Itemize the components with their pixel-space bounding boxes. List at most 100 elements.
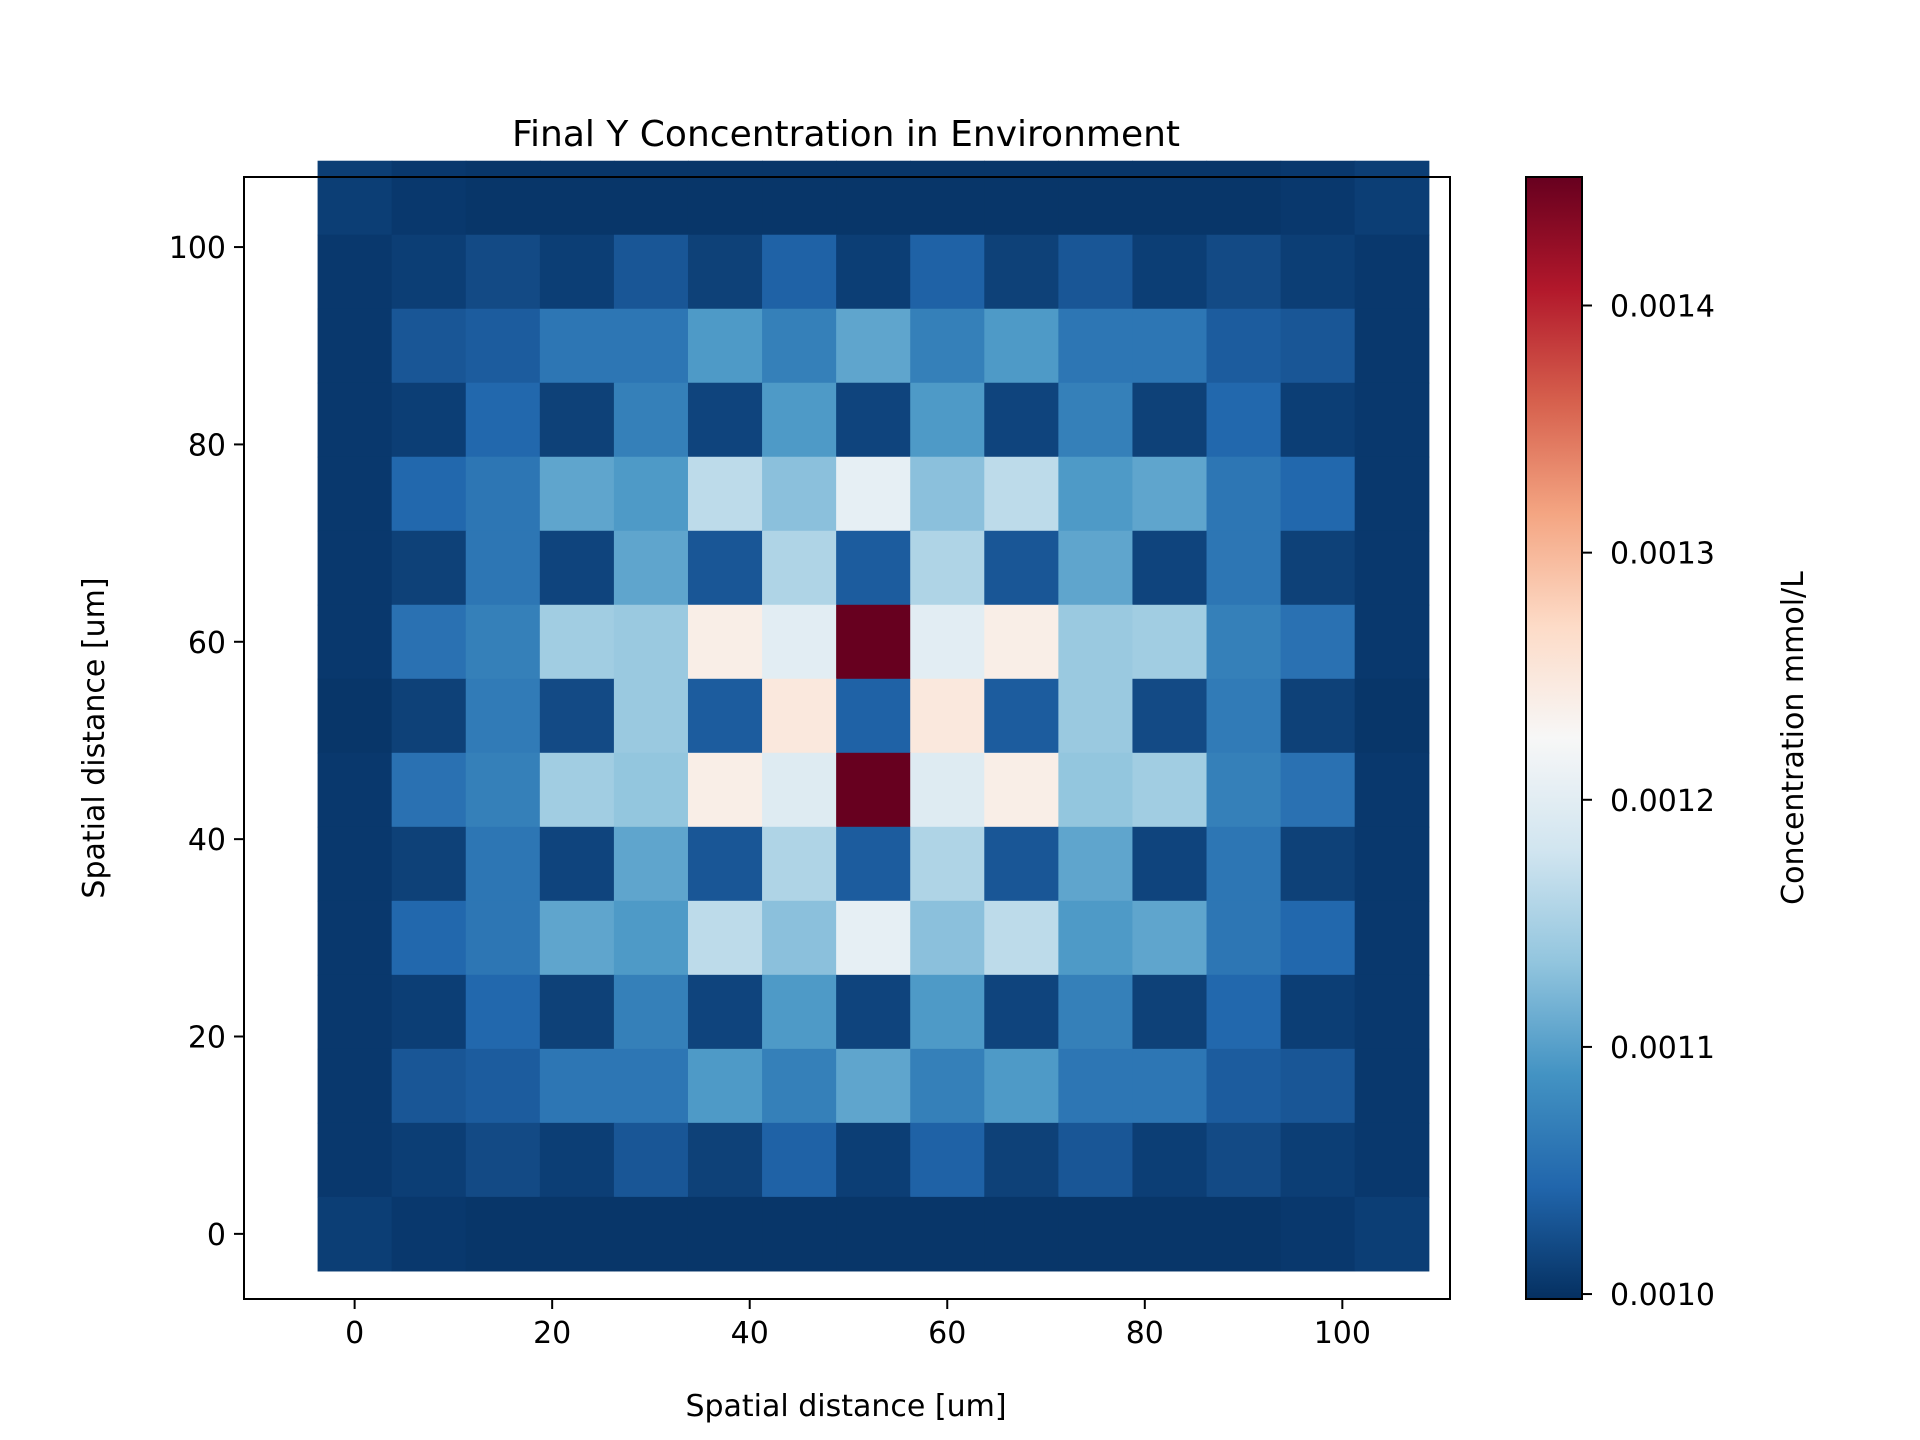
heatmap-cell [984, 604, 1059, 680]
heatmap-cell [762, 752, 837, 828]
heatmap-cell [836, 604, 911, 680]
heatmap-cell [687, 234, 763, 310]
heatmap-cell [910, 1196, 985, 1272]
heatmap-cell [613, 604, 689, 680]
heatmap-cell [1058, 456, 1134, 532]
heatmap-cell [910, 456, 985, 532]
heatmap-cell [687, 752, 763, 828]
heatmap-cell [1354, 826, 1430, 902]
heatmap-cell [391, 160, 467, 236]
heatmap-cell [391, 826, 467, 902]
heatmap-cell [465, 678, 541, 754]
heatmap-cell [687, 456, 763, 532]
heatmap-cell [465, 160, 541, 236]
heatmap-cell [1280, 456, 1356, 532]
heatmap-cell [317, 160, 393, 236]
heatmap-cell [1280, 1196, 1356, 1272]
heatmap-cell [1132, 234, 1208, 310]
heatmap-cell [687, 826, 763, 902]
heatmap-cell [391, 456, 467, 532]
heatmap-cell [687, 308, 763, 384]
heatmap-cell [539, 456, 615, 532]
heatmap-cell [1206, 160, 1282, 236]
heatmap-cell [391, 752, 467, 828]
heatmap-cell [1280, 1122, 1356, 1198]
heatmap-cell [836, 826, 911, 902]
heatmap-cell [1132, 456, 1208, 532]
heatmap-cell [984, 382, 1059, 458]
heatmap-cell [687, 604, 763, 680]
heatmap-cell [910, 752, 985, 828]
heatmap-cell [1058, 678, 1134, 754]
heatmap-cell [1206, 678, 1282, 754]
y-tick-label: 100 [169, 231, 226, 266]
heatmap-cell [465, 900, 541, 976]
heatmap-cell [391, 234, 467, 310]
heatmap-cell [836, 678, 911, 754]
heatmap-cell [317, 308, 393, 384]
heatmap-cell [465, 752, 541, 828]
heatmap-cell [1280, 1048, 1356, 1124]
heatmap-cell [1354, 234, 1430, 310]
heatmap-cell [984, 1048, 1059, 1124]
heatmap-cell [1206, 1048, 1282, 1124]
heatmap-cell [836, 530, 911, 606]
x-axis: 0 20 40 60 80 100 [345, 1299, 1371, 1351]
heatmap-cell [539, 308, 615, 384]
heatmap-cell [687, 1048, 763, 1124]
heatmap-cell [687, 974, 763, 1050]
heatmap-cell [836, 308, 911, 384]
heatmap-cell [1206, 1122, 1282, 1198]
heatmap-cell [1206, 382, 1282, 458]
heatmap-cell [1058, 752, 1134, 828]
heatmap-cell [391, 1048, 467, 1124]
heatmap-cell [391, 530, 467, 606]
heatmap-cell [762, 974, 837, 1050]
heatmap-cell [391, 604, 467, 680]
heatmap-cell [1354, 1048, 1430, 1124]
heatmap-cell [687, 1122, 763, 1198]
heatmap-cell [1132, 1048, 1208, 1124]
heatmap-cell [910, 826, 985, 902]
heatmap-cell [1280, 678, 1356, 754]
heatmap-cell [1206, 234, 1282, 310]
heatmap-cell [539, 900, 615, 976]
heatmap-cell [391, 1196, 467, 1272]
x-tick-label: 100 [1314, 1316, 1371, 1351]
heatmap-cell [1058, 382, 1134, 458]
heatmap-cell [1206, 974, 1282, 1050]
heatmap-cell [1132, 1196, 1208, 1272]
colorbar-tick-label: 0.0012 [1610, 784, 1715, 819]
heatmap-cell [317, 1122, 393, 1198]
heatmap-cell [910, 530, 985, 606]
heatmap-cell [1280, 752, 1356, 828]
heatmap-cell [1206, 456, 1282, 532]
heatmap-cell [762, 456, 837, 532]
heatmap-cell [836, 1122, 911, 1198]
heatmap-cell [613, 752, 689, 828]
heatmap-cell [687, 678, 763, 754]
heatmap-cell [317, 382, 393, 458]
heatmap-cell [1354, 900, 1430, 976]
heatmap-cell [1280, 530, 1356, 606]
heatmap-cell [1354, 974, 1430, 1050]
y-tick-label: 40 [188, 823, 226, 858]
heatmap-cell [1206, 308, 1282, 384]
heatmap-cell [1132, 974, 1208, 1050]
colorbar-tick-label: 0.0011 [1610, 1031, 1715, 1066]
heatmap-cell [910, 604, 985, 680]
heatmap-cell [317, 678, 393, 754]
y-tick-label: 0 [207, 1218, 226, 1253]
heatmap-cell [984, 1196, 1059, 1272]
heatmap-cell [984, 752, 1059, 828]
x-tick-label: 80 [1126, 1316, 1164, 1351]
heatmap-cell [836, 160, 911, 236]
heatmap-cell [1280, 160, 1356, 236]
heatmap-cell [539, 382, 615, 458]
colorbar-tick-label: 0.0014 [1610, 290, 1715, 325]
heatmap-cell [1058, 900, 1134, 976]
heatmap-cell [317, 1196, 393, 1272]
heatmap-cell [1280, 900, 1356, 976]
y-tick-label: 80 [188, 428, 226, 463]
